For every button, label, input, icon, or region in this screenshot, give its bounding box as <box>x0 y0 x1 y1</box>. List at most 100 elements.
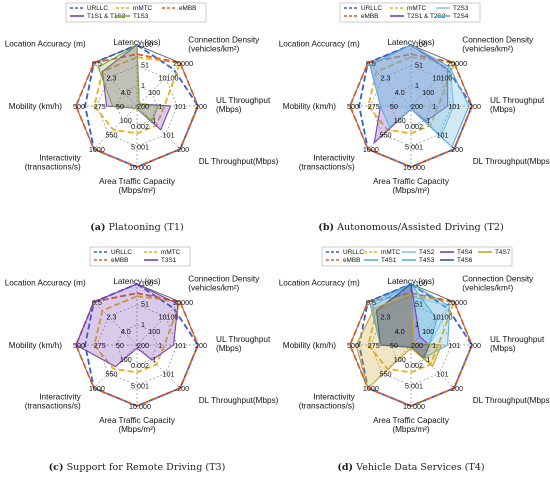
axis-label: UL Throughput <box>490 96 545 105</box>
legend-label: T2S3 <box>453 5 469 12</box>
tick-label: 2.3 <box>381 313 391 322</box>
tick-label: 4.0 <box>121 327 131 336</box>
axis-label: Area Traffic Capacity <box>99 416 176 425</box>
tick-label: 10.000 <box>403 402 425 411</box>
tick-label: 500 <box>73 341 85 350</box>
tick-label: 50 <box>390 341 398 350</box>
tick-label: 10.000 <box>129 402 151 411</box>
tick-label: 550 <box>380 369 392 378</box>
legend-box <box>65 2 207 23</box>
tick-label: 200 <box>451 384 463 393</box>
legend-label: T4S1 <box>381 257 397 264</box>
grid-ring <box>370 65 452 147</box>
series-embb <box>349 53 473 168</box>
series-mmtc <box>93 295 182 374</box>
tick-label: 51 <box>415 300 423 309</box>
axis-label: Mobility (km/h) <box>283 341 336 350</box>
tick-label: 5.001 <box>405 142 423 151</box>
tick-label: 275 <box>368 102 380 111</box>
tick-label: 100 <box>415 279 427 288</box>
tick-label: 200 <box>469 341 481 350</box>
legend-label: T2S4 <box>453 13 469 20</box>
series-t3s1 <box>75 283 179 368</box>
tick-label: 51 <box>141 61 149 70</box>
axis-label: (vehicles/km²) <box>462 284 513 293</box>
axis-label: Interactivity <box>313 392 355 401</box>
caption-text: Vehicle Data Services (T4) <box>353 462 485 473</box>
axis-label: (Mbps/m²) <box>392 186 430 195</box>
axis-label: (transactions/s) <box>299 401 355 410</box>
tick-label: 1 <box>426 116 430 125</box>
legend-label: URLLC <box>361 5 382 12</box>
axis-label: DL Throughput(Mbps) <box>199 396 279 405</box>
legend-label: eMBB <box>361 13 378 20</box>
tick-label: 4.0 <box>395 88 405 97</box>
tick-label: 200 <box>469 102 481 111</box>
tick-label: 0.5 <box>366 59 376 68</box>
caption-text: Autonomous/Assisted Driving (T2) <box>334 222 504 233</box>
legend-label: T3S1 <box>161 257 177 264</box>
tick-label: 1 <box>141 320 145 329</box>
legend-label: T1S3 <box>133 13 149 20</box>
axis-label: Latency (ms) <box>113 277 161 286</box>
tick-label: 1 <box>158 341 162 350</box>
axis-label: Connection Density <box>188 36 260 45</box>
series-t4s7 <box>355 292 443 390</box>
series-embb <box>75 53 199 168</box>
caption-letter: (c) <box>49 462 64 473</box>
axis-label: Location Accuracy (m) <box>5 40 86 49</box>
legend-label: URLLC <box>343 249 364 256</box>
axis-label: DL Throughput(Mbps) <box>473 396 550 405</box>
legend-label: T4S3 <box>419 257 435 264</box>
series-embb <box>349 292 473 407</box>
tick-label: 1 <box>415 320 419 329</box>
tick-label: 10.000 <box>403 163 425 172</box>
tick-label: 4.0 <box>395 327 405 336</box>
tick-label: 50 <box>116 102 124 111</box>
tick-label: 101 <box>162 369 174 378</box>
legend-label: T1S1 & T1S2 <box>87 13 126 20</box>
tick-label: 50 <box>116 341 124 350</box>
tick-label: 100 <box>422 88 434 97</box>
legend: URLLC mMTC eMBB T1S1 & T1S2 T1S3 <box>65 2 207 23</box>
tick-label: 100 <box>141 279 153 288</box>
tick-label: 51 <box>415 61 423 70</box>
tick-label: 101 <box>174 102 186 111</box>
tick-label: 20000 <box>447 59 467 68</box>
tick-label: 275 <box>368 341 380 350</box>
tick-label: 1000 <box>363 384 379 393</box>
axis-label: DL Throughput(Mbps) <box>199 157 279 166</box>
axis-label: (Mbps) <box>216 105 242 114</box>
axis-label: Location Accuracy (m) <box>279 279 360 288</box>
tick-label: 275 <box>94 341 106 350</box>
tick-label: 200 <box>411 102 423 111</box>
tick-label: 0.5 <box>366 298 376 307</box>
axis-label: (transactions/s) <box>299 162 355 171</box>
tick-label: 101 <box>436 369 448 378</box>
tick-label: 100 <box>422 327 434 336</box>
tick-label: 50 <box>390 102 398 111</box>
panel-caption: (a) Platooning (T1) <box>90 222 184 233</box>
tick-label: 200 <box>177 145 189 154</box>
tick-label: 101 <box>162 130 174 139</box>
tick-label: 100 <box>394 116 406 125</box>
tick-label: 275 <box>94 102 106 111</box>
axis-label: UL Throughput <box>490 335 545 344</box>
panel-caption: (b) Autonomous/Assisted Driving (T2) <box>318 222 503 233</box>
tick-label: 10100 <box>432 74 452 83</box>
tick-label: 1000 <box>89 145 105 154</box>
axis-label: (Mbps) <box>490 105 516 114</box>
axis-label: Mobility (km/h) <box>9 102 62 111</box>
tick-label: 1 <box>426 355 430 364</box>
legend-label: mMTC <box>407 5 427 12</box>
legend-label: T2S1 & T2S2 <box>407 13 446 20</box>
caption-text: Platooning (T1) <box>105 222 183 233</box>
series-mmtc <box>367 56 456 135</box>
tick-label: 1 <box>141 81 145 90</box>
tick-label: 550 <box>106 130 118 139</box>
tick-label: 1 <box>152 355 156 364</box>
legend-label: eMBB <box>111 257 128 264</box>
axis-label: UL Throughput <box>216 335 271 344</box>
